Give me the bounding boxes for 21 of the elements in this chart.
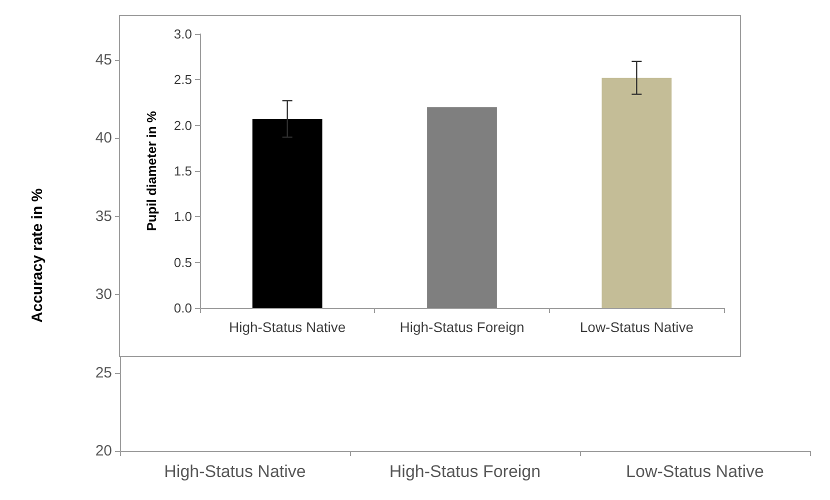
y-tick-label: 40	[95, 130, 112, 147]
x-tick-label: High-Status Native	[164, 462, 306, 481]
y-tick-label: 0.0	[174, 300, 192, 316]
y-tick-label: 35	[95, 208, 112, 225]
y-tick-label: 1.0	[174, 209, 192, 224]
y-axis-title: Accuracy rate in %	[29, 188, 46, 323]
y-tick-label: 30	[95, 286, 112, 304]
y-axis-title: Pupil diameter in %	[144, 110, 159, 231]
y-tick-label: 20	[95, 442, 112, 460]
x-tick-label: Low-Status Native	[626, 462, 764, 481]
x-tick-label: Low-Status Native	[580, 319, 694, 335]
x-tick-label: High-Status Foreign	[400, 319, 524, 335]
x-tick-label: High-Status Foreign	[389, 462, 541, 481]
y-tick-label: 0.5	[174, 254, 192, 270]
y-tick-label: 2.0	[174, 118, 192, 133]
y-tick-label: 45	[95, 52, 112, 68]
y-tick-label: 25	[95, 364, 112, 382]
y-tick-label: 2.5	[174, 72, 192, 88]
y-tick-label: 1.5	[174, 164, 192, 178]
x-tick-label: High-Status Native	[228, 319, 346, 335]
y-tick-label: 3.0	[174, 26, 192, 42]
